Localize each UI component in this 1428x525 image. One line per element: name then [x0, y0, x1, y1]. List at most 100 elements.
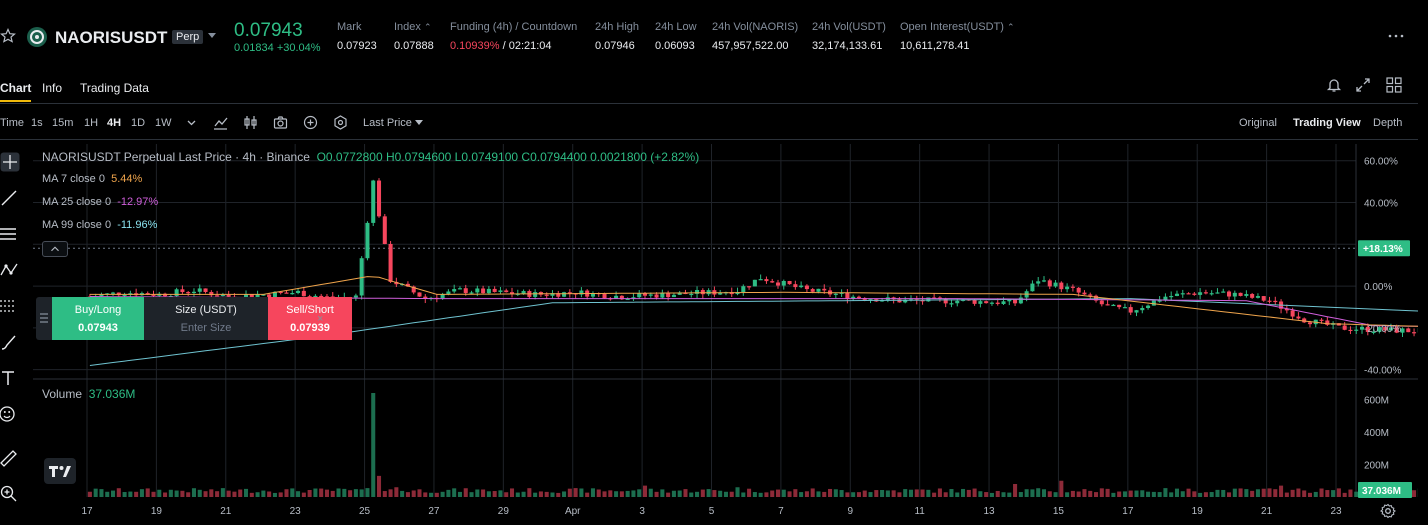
expand-icon[interactable] [1354, 76, 1372, 94]
tradingview-logo-icon[interactable] [44, 458, 76, 484]
volume-bar [729, 491, 734, 497]
candle-body [804, 285, 809, 290]
fib-icon[interactable] [0, 296, 20, 316]
interval-1s[interactable]: 1s [31, 117, 43, 129]
candle-body [1261, 296, 1266, 301]
candle-body [1030, 283, 1035, 292]
chevron-down-icon[interactable] [184, 115, 199, 130]
interval-time[interactable]: Time [0, 117, 25, 129]
candle-body [504, 290, 509, 293]
price-type-select[interactable]: Last Price [363, 117, 412, 129]
volume-bar [949, 489, 954, 497]
view-depth[interactable]: Depth [1373, 117, 1403, 129]
candle-body [926, 297, 931, 302]
candle-body [1325, 320, 1330, 325]
volume-bar [1036, 488, 1041, 497]
volume-bar [1307, 492, 1313, 497]
layout-icon[interactable] [1385, 76, 1403, 94]
buy-long-button[interactable]: Buy/Long 0.07943 [52, 297, 144, 340]
star-icon[interactable] [0, 28, 16, 44]
interval-1w[interactable]: 1W [155, 117, 172, 129]
legend-ma7[interactable]: MA 7 close 0 5.44% [42, 173, 143, 185]
volume-bar [203, 491, 208, 497]
candle-body [1018, 297, 1023, 304]
volume-bar [585, 492, 590, 497]
candle-body [1134, 310, 1139, 313]
volume-bar [596, 489, 601, 497]
volume-bar [1302, 490, 1307, 497]
pattern-icon[interactable] [0, 260, 20, 280]
view-original[interactable]: Original [1239, 117, 1277, 129]
tab-trading-data[interactable]: Trading Data [80, 81, 149, 95]
tab-info[interactable]: Info [42, 81, 63, 95]
candle-body [1128, 307, 1133, 313]
add-icon[interactable] [303, 115, 318, 130]
candle-body [509, 292, 515, 294]
price-tick-label: 60.00% [1364, 157, 1398, 168]
interval-4h[interactable]: 4H [107, 117, 122, 129]
volume-bar [961, 488, 966, 497]
legend-ma25[interactable]: MA 25 close 0 -12.97% [42, 196, 159, 208]
stat-open-interest[interactable]: Open Interest(USDT) ⌃ 10,611,278.41 [900, 21, 1015, 52]
collapse-legend-icon[interactable] [42, 241, 68, 257]
interval-1d[interactable]: 1D [131, 117, 146, 129]
candle-body [1383, 327, 1388, 331]
interval-15m[interactable]: 15m [52, 117, 74, 129]
emoji-icon[interactable] [0, 404, 20, 424]
zoom-in-icon[interactable] [0, 484, 20, 504]
candle-type-icon[interactable] [243, 115, 258, 130]
current-price-badge [1358, 240, 1410, 257]
volume-bar [1198, 492, 1203, 497]
camera-icon[interactable] [273, 115, 288, 130]
tab-chart[interactable]: Chart [0, 81, 32, 102]
horizontal-lines-icon[interactable] [0, 224, 20, 244]
size-input[interactable]: Enter Size [180, 322, 232, 334]
candle-body [1186, 293, 1191, 295]
stat-index[interactable]: Index ⌃ 0.07888 [394, 21, 434, 52]
candle-body [1273, 300, 1278, 303]
price-chart[interactable]: 60.00%40.00%20.00%0.00%-20.00%-40.00%600… [22, 144, 1418, 525]
volume-bar [498, 490, 503, 497]
candle-body [180, 289, 185, 293]
candle-body [417, 292, 422, 297]
text-icon[interactable] [0, 368, 20, 388]
legend-symbol: NAORISUSDT Perpetual Last Price · 4h · B… [42, 150, 310, 164]
trend-line-icon[interactable] [0, 188, 20, 208]
view-trading-view[interactable]: Trading View [1293, 117, 1361, 129]
volume-bar [1215, 489, 1220, 497]
chevron-down-icon[interactable] [415, 120, 423, 125]
volume-bar [481, 489, 486, 497]
interval-1h[interactable]: 1H [84, 117, 99, 129]
drawing-toolbar [0, 144, 22, 525]
symbol-name[interactable]: NAORISUSDT [55, 28, 168, 47]
candle-body [978, 301, 983, 304]
crosshair-icon[interactable] [0, 152, 20, 172]
settings-hex-icon[interactable] [333, 115, 348, 130]
candle-body [452, 289, 457, 292]
sell-short-button[interactable]: Sell/Short 0.07939 [268, 297, 352, 340]
candle-body [353, 295, 358, 298]
volume-bar [544, 491, 549, 497]
volume-bar [417, 489, 422, 497]
volume-bar [862, 490, 867, 497]
close-icon[interactable]: × [317, 313, 324, 325]
date-tick-label: 9 [847, 506, 853, 517]
drag-handle-icon[interactable] [36, 297, 52, 340]
date-tick-label: 3 [639, 506, 645, 517]
volume-bar [1024, 489, 1029, 497]
size-field[interactable]: Size (USDT) Enter Size [144, 297, 268, 340]
volume-bar [475, 489, 480, 497]
chevron-down-icon[interactable] [208, 33, 216, 38]
brush-icon[interactable] [0, 332, 20, 352]
gear-icon[interactable] [1380, 503, 1396, 519]
candle-body [122, 294, 127, 297]
candle-body [1013, 299, 1018, 304]
volume-bar [775, 489, 781, 497]
candle-body [1146, 305, 1151, 309]
indicator-icon[interactable] [213, 115, 228, 130]
bell-icon[interactable] [1325, 76, 1343, 94]
candle-body [689, 293, 694, 296]
more-icon[interactable] [1388, 34, 1404, 38]
legend-ma99[interactable]: MA 99 close 0 -11.96% [42, 219, 158, 231]
ruler-icon[interactable] [0, 448, 20, 468]
